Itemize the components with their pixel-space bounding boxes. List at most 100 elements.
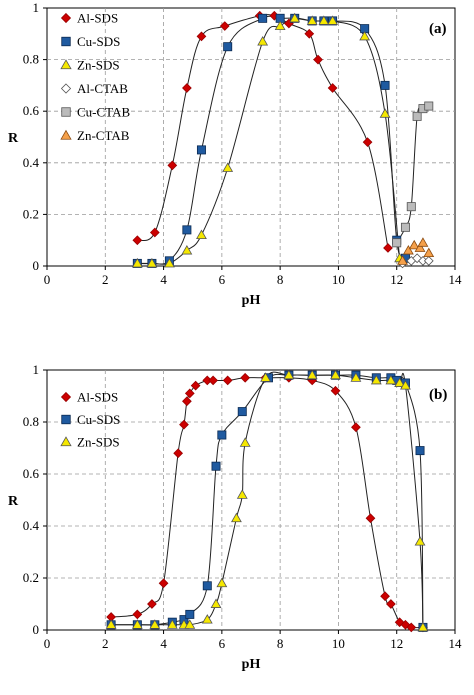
data-point-al-sds: Al-SDS: pH 9, R 0.9 — [304, 28, 315, 39]
data-point-cu-sds: Cu-SDS: pH 12.8, R 0.69 — [415, 446, 425, 456]
data-point-al-sds: Al-SDS: pH 5.1, R 0.94 — [190, 380, 201, 391]
data-point-zn-ctab: Zn-CTAB: pH 13.1, R 0.05 — [423, 247, 435, 258]
legend-a: Al-SDS Cu-SDS Zn-SDS Al-CTAB Cu-CTAB Zn-CTAB — [60, 11, 130, 143]
gridlines-b — [47, 370, 455, 630]
data-point-al-sds: Al-SDS: pH 5.3, R 0.89 — [196, 31, 207, 42]
fit-curve-cu-sds — [111, 373, 424, 628]
data-point-al-sds: Al-SDS: pH 3.7, R 0.13 — [149, 227, 160, 238]
data-point-zn-ctab: Zn-CTAB: pH 12.4, R 0.06 — [402, 244, 414, 255]
y-tick-label: 0.2 — [23, 570, 39, 585]
fit-curve-al-sds — [137, 14, 389, 248]
data-point-zn-sds: Zn-SDS: pH 6.5, R 0.43 — [231, 512, 242, 523]
data-point-cu-sds: Cu-SDS: pH 4.8, R 0.14 — [182, 225, 192, 235]
data-point-zn-ctab: Zn-CTAB: pH 12.2, R 0.02 — [397, 255, 408, 265]
y-tick-label: 0.4 — [23, 155, 40, 170]
data-point-zn-sds: Zn-SDS: pH 8.3, R 0.98 — [283, 369, 295, 380]
y-tick-label: 0 — [33, 622, 40, 637]
x-tick-label: 14 — [449, 636, 463, 651]
data-point-al-sds: Al-SDS: pH 4.9, R 0.91 — [184, 388, 195, 399]
y-tick-labels-b: 0 0.2 0.4 0.6 0.8 1 — [23, 362, 47, 637]
y-tick-label: 1 — [33, 362, 40, 377]
data-point-cu-sds: Cu-SDS: pH 6.2, R 0.85 — [223, 42, 233, 52]
x-tick-labels-b: 0 2 4 6 8 10 12 14 — [44, 630, 462, 651]
data-point-zn-sds: Zn-SDS: pH 11.8, R 0.96 — [385, 374, 397, 385]
fit-curves-a — [137, 14, 430, 265]
data-point-cu-sds: Cu-SDS: pH 5.8, R 0.63 — [211, 461, 221, 471]
data-point-zn-sds: Zn-SDS: pH 10.9, R 0.89 — [359, 30, 371, 41]
data-point-al-sds: Al-SDS: pH 5.7, R 0.96 — [208, 375, 218, 386]
data-point-zn-sds: Zn-SDS: pH 7.5, R 0.97 — [260, 372, 271, 382]
data-point-al-sds: Al-SDS: pH 11.6, R 0.13 — [380, 591, 390, 602]
data-point-zn-sds: Zn-SDS: pH 5.5, R 0.04 — [201, 614, 213, 624]
legend-b: Al-SDS Cu-SDS Zn-SDS — [60, 390, 120, 450]
x-tick-label: 10 — [332, 272, 345, 287]
data-point-zn-sds: Zn-SDS: pH 8.5, R 0.96 — [289, 12, 301, 23]
plot-area-a — [46, 7, 456, 267]
legend-label: Zn-SDS — [77, 58, 120, 73]
data-marks-b: Al-SDS: pH 2.2, R 0.05Al-SDS: pH 3.1, R … — [105, 369, 429, 633]
data-point-zn-ctab: Zn-CTAB: pH 12.6, R 0.08 — [408, 239, 420, 250]
data-point-al-sds: Al-SDS: pH 4.3, R 0.39 — [167, 160, 178, 171]
data-point-al-sds: Al-SDS: pH 9.8, R 0.69 — [327, 83, 338, 93]
x-tick-label: 0 — [44, 272, 51, 287]
y-tick-labels-a: 0 0.2 0.4 0.6 0.8 1 — [23, 0, 47, 273]
data-point-zn-sds: Zn-SDS: pH 12.1, R 0.95 — [394, 377, 406, 387]
legend-marker-zn-sds — [60, 436, 72, 447]
data-point-zn-sds: Zn-SDS: pH 11.3, R 0.96 — [370, 374, 382, 385]
x-axis-label-b: pH — [242, 657, 261, 672]
data-point-cu-sds: Cu-SDS: pH 6.7, R 0.84 — [237, 407, 247, 417]
data-point-cu-ctab: Cu-CTAB: pH 12.7, R 0.58 — [412, 111, 422, 121]
data-point-cu-ctab: Cu-CTAB: pH 12.5, R 0.23 — [406, 202, 416, 212]
legend-label: Zn-SDS — [77, 435, 120, 450]
x-tick-label: 0 — [44, 636, 51, 651]
x-axis-label-a: pH — [242, 293, 261, 308]
data-point-zn-sds: Zn-SDS: pH 6.8, R 0.72 — [239, 437, 251, 447]
x-tick-label: 12 — [390, 636, 403, 651]
data-point-zn-sds: Zn-SDS: pH 8, R 0.93 — [274, 20, 286, 31]
legend-marker-zn-sds — [60, 59, 72, 70]
data-point-cu-sds: Cu-SDS: pH 6, R 0.75 — [217, 430, 227, 440]
data-point-zn-sds: Zn-SDS: pH 3.1, R 0.01 — [131, 257, 143, 268]
legend-label: Al-CTAB — [77, 81, 128, 96]
plot-area-b — [46, 369, 456, 631]
y-tick-label: 1 — [33, 0, 40, 15]
fit-curve-al-sds — [111, 377, 423, 629]
data-point-zn-sds: Zn-SDS: pH 3.7, R 0.02 — [149, 619, 161, 629]
data-point-al-sds: Al-SDS: pH 3.1, R 0.06 — [132, 609, 143, 620]
gridlines-a — [47, 8, 455, 266]
x-tick-label: 2 — [102, 272, 109, 287]
data-point-zn-ctab: Zn-CTAB: pH 12.9, R 0.09 — [417, 237, 429, 247]
data-point-zn-sds: Zn-SDS: pH 9.1, R 0.95 — [306, 15, 318, 25]
data-point-zn-sds: Zn-SDS: pH 5.8, R 0.1 — [210, 598, 222, 608]
x-tick-label: 8 — [277, 636, 284, 651]
data-point-zn-sds: Zn-SDS: pH 12.3, R 0.94 — [400, 380, 411, 390]
x-tick-label: 4 — [160, 272, 167, 287]
x-tick-label: 6 — [219, 272, 226, 287]
data-point-zn-sds: Zn-SDS: pH 11.6, R 0.59 — [379, 108, 391, 118]
data-point-al-ctab: Al-CTAB: pH 13.1, R 0.02 — [423, 255, 434, 266]
data-point-al-sds: Al-SDS: pH 9.9, R 0.92 — [330, 385, 341, 396]
x-tick-label: 2 — [102, 636, 109, 651]
legend-marker-al-sds — [60, 391, 72, 403]
data-point-cu-ctab: Cu-CTAB: pH 12, R 0.09 — [392, 238, 402, 248]
data-point-cu-sds: Cu-SDS: pH 5.5, R 0.17 — [202, 581, 212, 591]
data-point-zn-sds: Zn-SDS: pH 4.8, R 0.06 — [181, 244, 193, 255]
data-point-al-sds: Al-SDS: pH 3.6, R 0.1 — [147, 599, 157, 609]
data-point-al-sds: Al-SDS: pH 6.1, R 0.93 — [219, 21, 230, 31]
data-point-al-sds: Al-SDS: pH 4.8, R 0.88 — [182, 396, 192, 407]
data-point-zn-sds: Zn-SDS: pH 10.6, R 0.97 — [350, 372, 362, 382]
legend-label: Cu-CTAB — [77, 105, 130, 120]
fit-curve-cu-sds — [137, 15, 406, 265]
data-point-al-sds: Al-SDS: pH 12.5, R 0.01 — [406, 622, 417, 633]
fit-curves-b — [111, 371, 424, 629]
data-point-cu-ctab: Cu-CTAB: pH 13.1, R 0.62 — [424, 101, 434, 111]
y-tick-label: 0.8 — [23, 414, 39, 429]
x-tick-label: 4 — [160, 636, 167, 651]
data-point-zn-sds: Zn-SDS: pH 12.8, R 0.34 — [414, 536, 426, 546]
data-point-zn-sds: Zn-SDS: pH 6.7, R 0.52 — [236, 489, 248, 499]
data-point-al-sds: Al-SDS: pH 11.8, R 0.1 — [386, 599, 396, 609]
data-point-al-sds: Al-SDS: pH 6.2, R 0.96 — [222, 375, 233, 386]
data-point-al-sds: Al-SDS: pH 4.5, R 0.68 — [173, 448, 184, 459]
data-point-cu-sds: Cu-SDS: pH 5.3, R 0.45 — [196, 145, 206, 155]
data-point-zn-sds: Zn-SDS: pH 5.3, R 0.12 — [196, 229, 207, 239]
